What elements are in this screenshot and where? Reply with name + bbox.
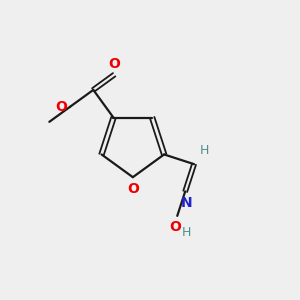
Text: O: O [169,220,181,234]
Text: H: H [200,144,209,157]
Text: H: H [182,226,191,239]
Text: O: O [127,182,139,196]
Text: O: O [55,100,67,114]
Text: N: N [181,196,193,210]
Text: O: O [108,57,120,71]
